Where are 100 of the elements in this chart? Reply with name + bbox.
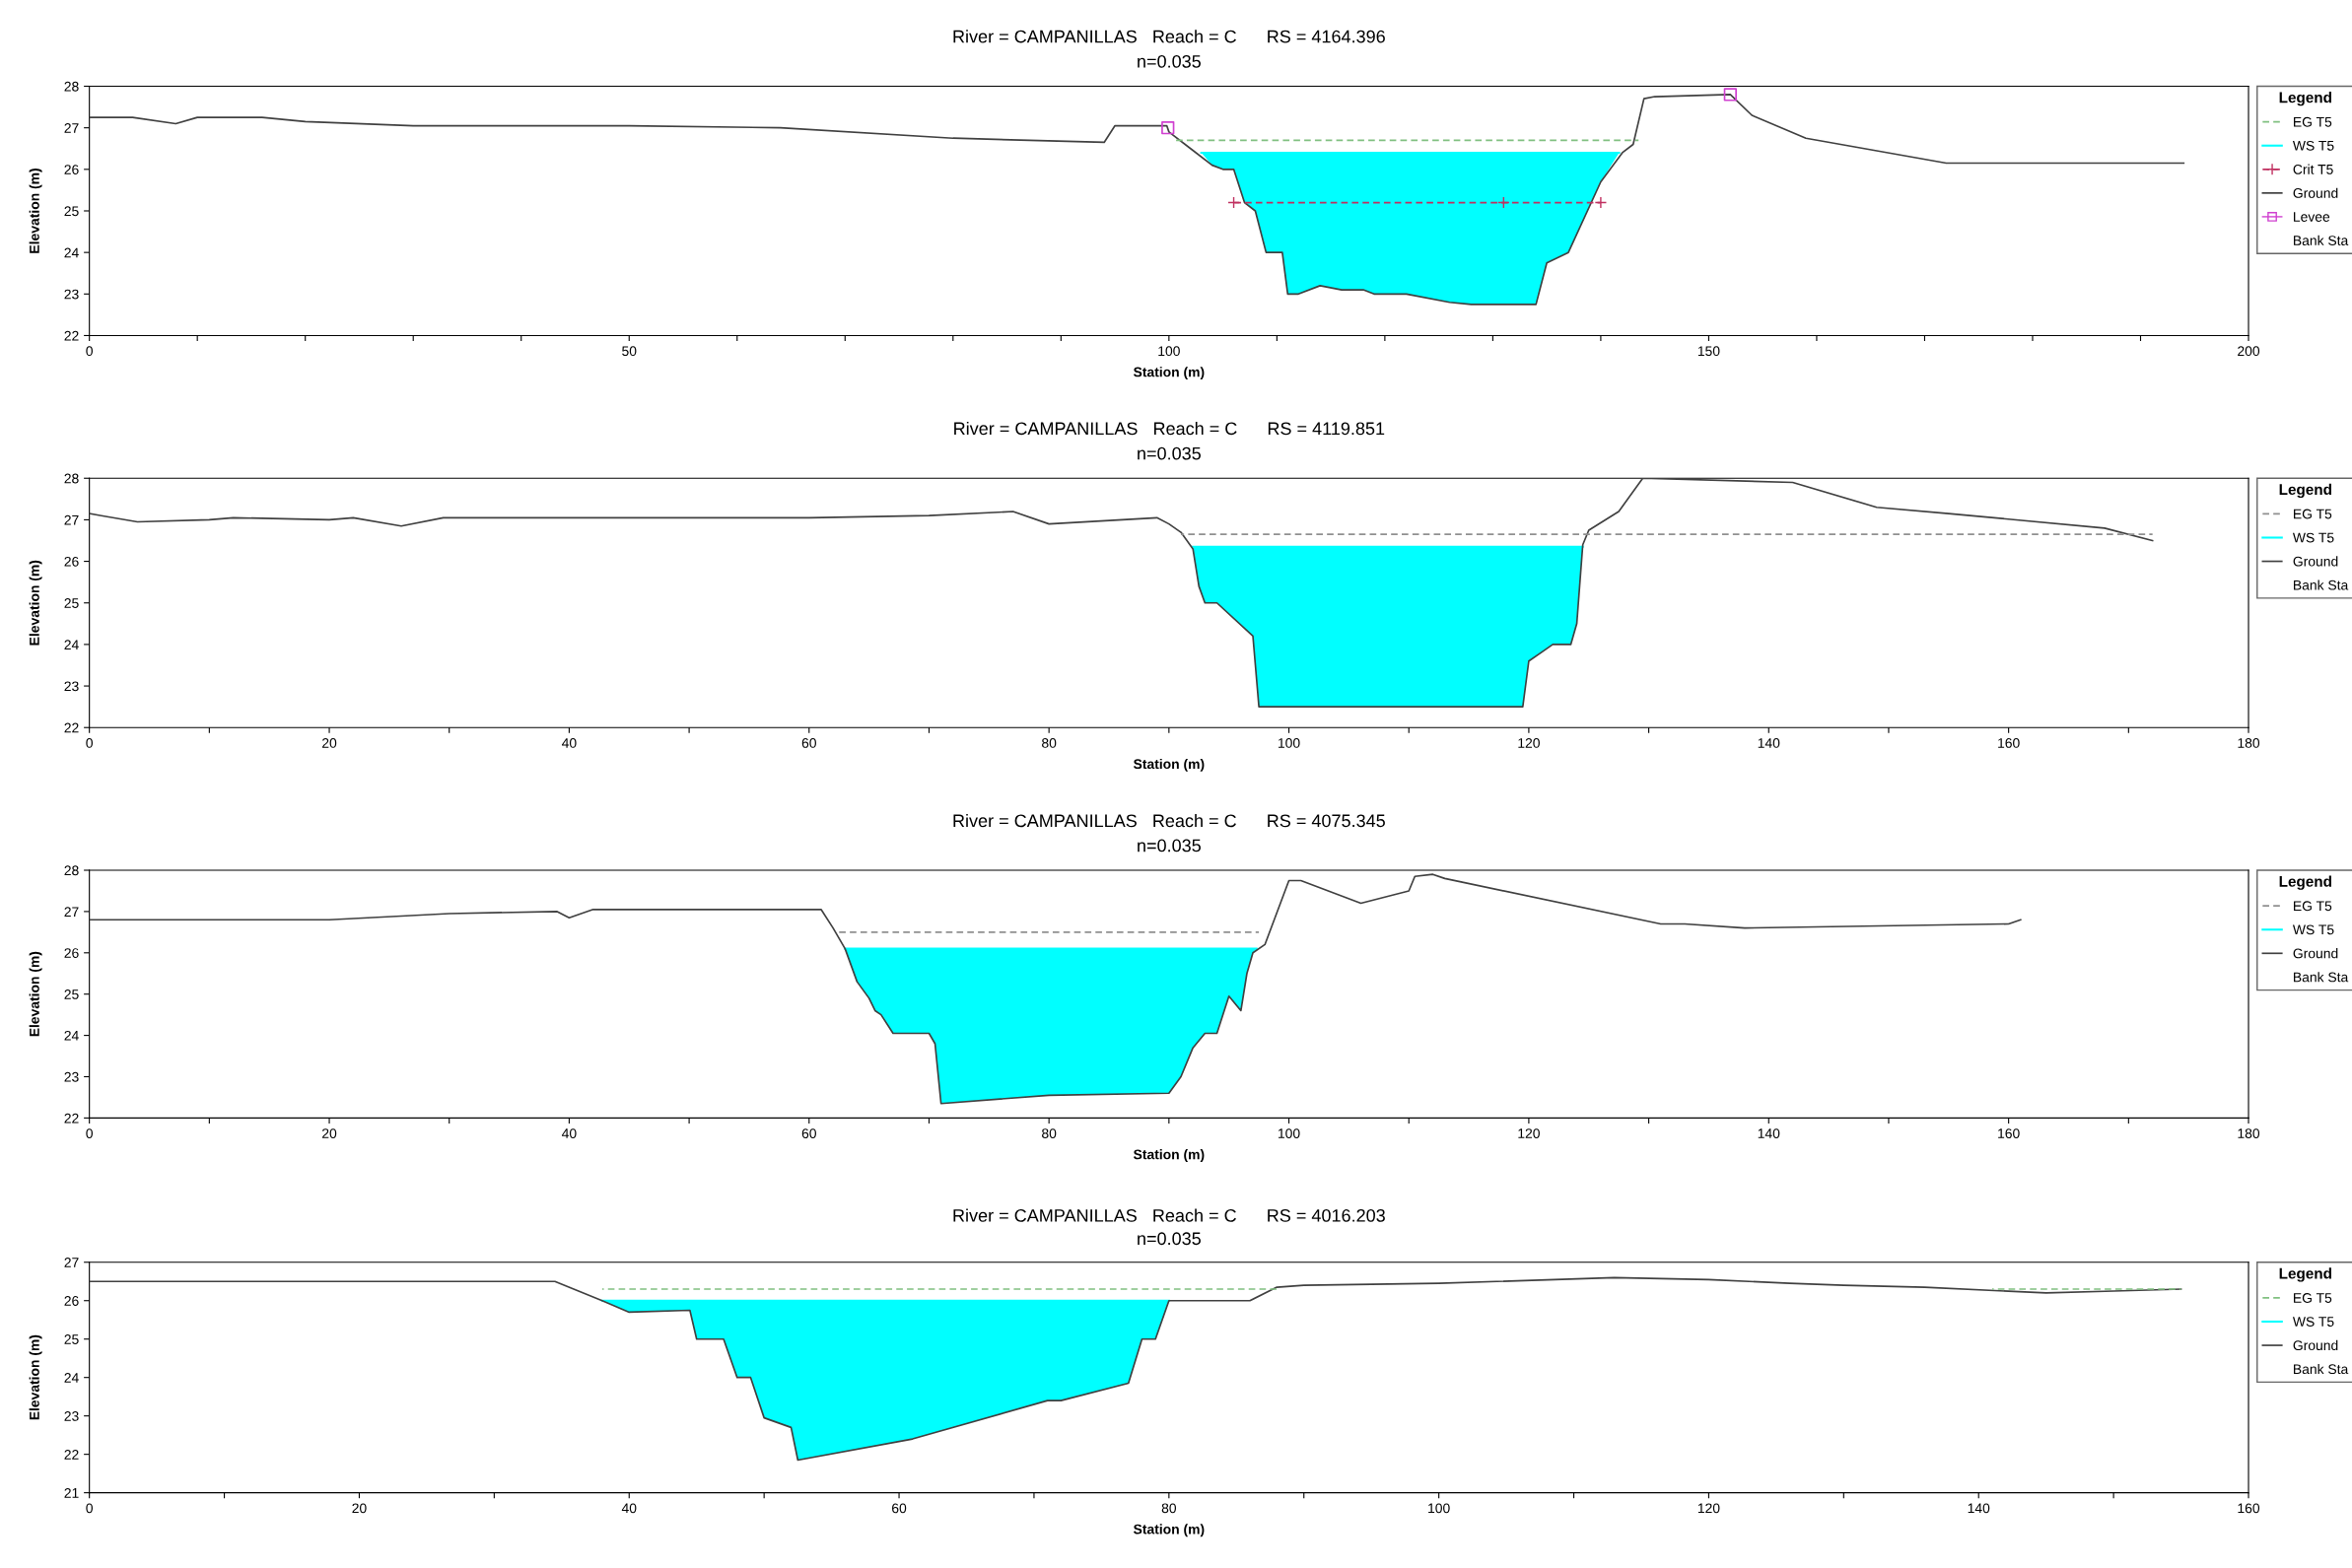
x-tick-label: 40: [562, 738, 577, 748]
y-tick-label: 22: [64, 1113, 79, 1124]
x-tick-label: 120: [1518, 1128, 1540, 1138]
line-series: [89, 1276, 2182, 1462]
y-tick-label: 27: [64, 123, 79, 133]
legend-label: EG T5: [2294, 901, 2332, 912]
y-tick-label: 27: [64, 907, 79, 917]
x-axis-title: Station (m): [1133, 758, 1205, 772]
legend-label: EG T5: [2294, 116, 2332, 127]
x-tick-label: 40: [562, 1128, 577, 1138]
x-tick-label: 140: [1968, 1503, 1990, 1514]
y-tick-label: 22: [64, 330, 79, 341]
x-axis-title: Station (m): [1133, 1524, 1205, 1537]
legend-label: Crit T5: [2293, 164, 2333, 174]
x-tick-label: 80: [1042, 738, 1057, 748]
y-tick-label: 23: [64, 1071, 79, 1082]
chart-subtitle: n=0.035: [1138, 839, 1201, 852]
chart-subtitle: n=0.035: [1138, 446, 1201, 460]
x-tick-label: 80: [1042, 1128, 1057, 1138]
y-tick-label: 24: [64, 1030, 79, 1041]
point: [1723, 88, 1737, 102]
y-tick-label: 27: [64, 1258, 79, 1267]
chart-subtitle: n=0.035: [1138, 54, 1201, 68]
x-tick-label: 100: [1428, 1503, 1450, 1514]
chart-title: River = CAMPANILLAS Reach = C RS = 4164.396: [953, 30, 1385, 43]
legend-label: Levee: [2294, 212, 2330, 222]
x-tick-label: 50: [622, 346, 637, 357]
x-tick-label: 0: [86, 1503, 93, 1514]
x-tick-label: 140: [1758, 738, 1780, 748]
text: Bank Sta: [2294, 579, 2349, 590]
y-tick-label: 22: [64, 722, 79, 733]
y-axis-title: Elevation (m): [29, 951, 42, 1037]
x-axis-title: Station (m): [1133, 1149, 1205, 1163]
y-tick-label: 26: [64, 1296, 79, 1306]
y-tick-label: 28: [64, 865, 79, 876]
point: [1227, 196, 1240, 209]
text: Bank Sta: [2294, 1363, 2349, 1375]
x-tick-label: 0: [86, 738, 93, 748]
y-tick-label: 26: [64, 165, 79, 174]
x-tick-label: 150: [1697, 346, 1720, 357]
text: Bank Sta: [2294, 235, 2349, 245]
y-axis-title: Elevation (m): [29, 560, 42, 646]
x-tick-label: 40: [621, 1503, 637, 1514]
y-tick-label: 23: [64, 681, 79, 692]
x-tick-label: 100: [1279, 738, 1300, 748]
y-tick-label: 26: [64, 556, 79, 567]
y-tick-label: 25: [64, 1334, 79, 1344]
y-tick-label: 23: [64, 1411, 79, 1421]
legend-label: WS T5: [2292, 1317, 2334, 1327]
point: [1497, 196, 1510, 209]
x-tick-label: 140: [1758, 1128, 1780, 1138]
x-tick-label: 60: [801, 738, 816, 748]
x-tick-label: 80: [1161, 1503, 1177, 1514]
line-series: [89, 478, 2154, 708]
x-tick-label: 0: [86, 1128, 93, 1138]
x-tick-label: 100: [1158, 346, 1180, 357]
legend-label: Ground: [2293, 556, 2338, 567]
legend-title: Legend: [2279, 483, 2331, 499]
x-tick-label: 60: [892, 1503, 907, 1514]
legend-title: Legend: [2279, 92, 2331, 106]
x-tick-label: 60: [801, 1128, 816, 1138]
legend-label: EG T5: [2294, 509, 2332, 519]
y-axis-title: Elevation (m): [29, 1334, 42, 1420]
y-tick-label: 25: [64, 206, 79, 217]
legend-label: WS T5: [2292, 140, 2334, 151]
point: [1161, 121, 1175, 135]
x-tick-label: 120: [1518, 738, 1540, 748]
x-tick-label: 200: [2238, 346, 2260, 357]
y-tick-label: 25: [64, 598, 79, 608]
line-series: [89, 873, 2022, 1105]
x-tick-label: 120: [1697, 1503, 1720, 1514]
y-tick-label: 24: [64, 640, 79, 649]
y-tick-label: 24: [64, 247, 79, 258]
chart-title: River = CAMPANILLAS Reach = C RS = 4016.203: [953, 1208, 1385, 1222]
y-tick-label: 24: [64, 1373, 79, 1383]
x-tick-label: 160: [1998, 1128, 2020, 1138]
legend-title: Legend: [2279, 875, 2331, 890]
legend-label: WS T5: [2292, 532, 2334, 543]
x-tick-label: 160: [2238, 1503, 2260, 1514]
x-tick-label: 20: [322, 1128, 337, 1138]
x-tick-label: 100: [1279, 1128, 1300, 1138]
legend-label: Ground: [2293, 187, 2338, 198]
x-axis-title: Station (m): [1133, 367, 1205, 380]
chart-title: River = CAMPANILLAS Reach = C RS = 4075.345: [953, 813, 1385, 828]
y-axis-title: Elevation (m): [29, 169, 42, 253]
x-tick-label: 20: [352, 1503, 367, 1514]
text: Bank Sta: [2294, 972, 2349, 983]
x-tick-label: 20: [322, 738, 337, 748]
x-tick-label: 180: [2238, 1128, 2260, 1138]
legend-title: Legend: [2279, 1267, 2331, 1282]
y-tick-label: 22: [64, 1449, 79, 1460]
legend-label: Ground: [2293, 948, 2338, 959]
x-tick-label: 160: [1998, 738, 2020, 748]
point: [1594, 196, 1608, 209]
legend-label: WS T5: [2292, 924, 2334, 935]
y-tick-label: 26: [64, 948, 79, 958]
y-tick-label: 28: [64, 473, 79, 484]
x-tick-label: 0: [86, 346, 93, 357]
y-tick-label: 27: [64, 514, 79, 525]
y-tick-label: 28: [64, 81, 79, 92]
